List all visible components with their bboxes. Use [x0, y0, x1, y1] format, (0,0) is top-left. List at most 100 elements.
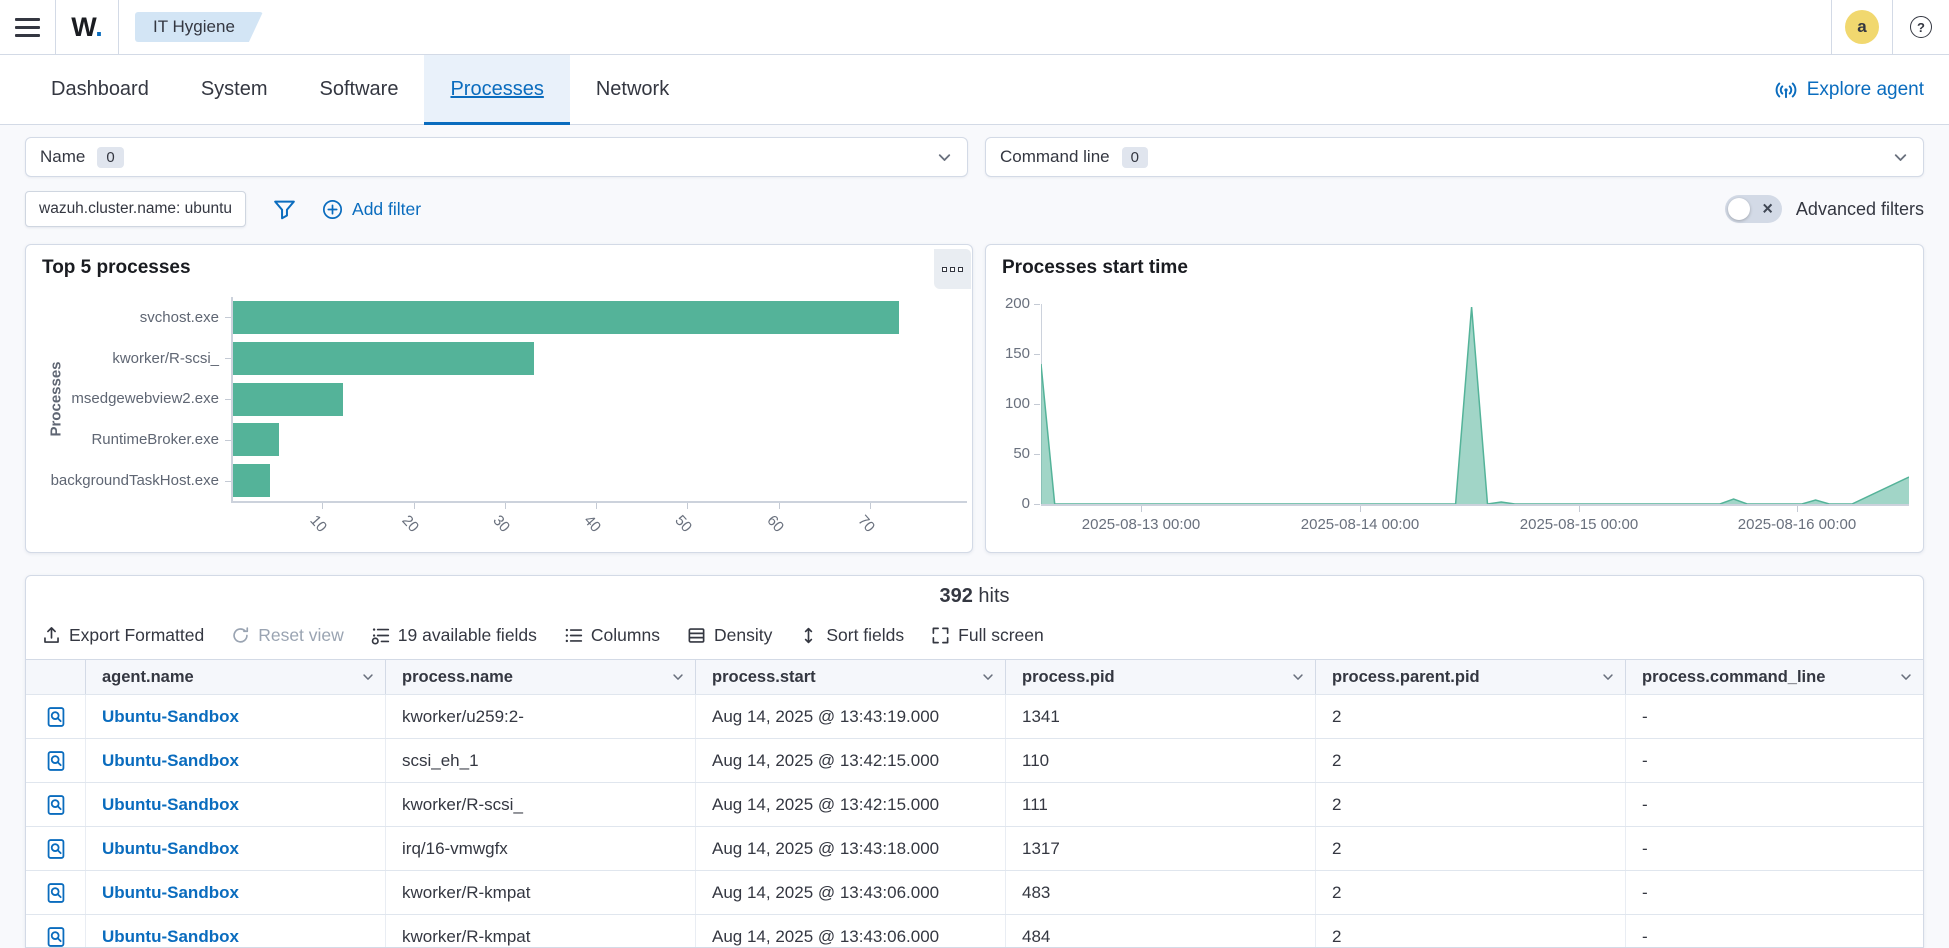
breadcrumb[interactable]: IT Hygiene: [135, 12, 263, 42]
x-tick-label: 10: [306, 512, 331, 536]
column-header-process.command_line[interactable]: process.command_line: [1626, 660, 1923, 694]
cell-agent.name[interactable]: Ubuntu-Sandbox: [86, 871, 386, 914]
results-panel: 392 hits Export Formatted Reset view 19 av…: [25, 575, 1924, 948]
name-filter-label: Name: [40, 147, 86, 166]
bar-backgroundTaskHost.exe[interactable]: [233, 464, 270, 498]
x-tick-label: 2025-08-16 00:00: [1737, 516, 1857, 533]
plus-circle-icon: [322, 199, 343, 220]
x-tick-label: 2025-08-13 00:00: [1081, 516, 1201, 533]
cell-process.parent.pid: 2: [1316, 871, 1626, 914]
add-filter-button[interactable]: Add filter: [322, 199, 421, 220]
tab-system[interactable]: System: [200, 78, 268, 100]
fullscreen-button[interactable]: Full screen: [931, 625, 1044, 646]
sort-button[interactable]: Sort fields: [799, 625, 904, 646]
bar-svchost.exe[interactable]: [233, 300, 900, 334]
cell-agent.name[interactable]: Ubuntu-Sandbox: [86, 783, 386, 826]
avatar[interactable]: a: [1845, 10, 1879, 44]
bar-RuntimeBroker.exe[interactable]: [233, 423, 279, 457]
cell-process.start: Aug 14, 2025 @ 13:42:15.000: [696, 739, 1006, 782]
header-divider: [1831, 0, 1832, 55]
wazuh-logo[interactable]: W.: [56, 12, 118, 43]
tab-bar: Dashboard System Software Processes Network …: [0, 55, 1949, 125]
top-5-processes-panel: Top 5 processes Processes svchost.exe kwo…: [25, 244, 973, 553]
command-line-filter-combobox[interactable]: Command line 0: [985, 137, 1924, 177]
column-header-label: agent.name: [102, 667, 194, 686]
filter-pill[interactable]: wazuh.cluster.name: ubuntu: [25, 191, 247, 227]
fields-button[interactable]: 19 available fields: [371, 625, 537, 646]
column-header-process.parent.pid[interactable]: process.parent.pid: [1316, 660, 1626, 694]
cell-process.command_line: -: [1642, 706, 1648, 726]
bar-category-label: kworker/R-scsi_: [112, 349, 219, 367]
filter-row: wazuh.cluster.name: ubuntu Add filter × …: [25, 190, 1924, 228]
column-header-process.name[interactable]: process.name: [386, 660, 696, 694]
table-row: Ubuntu-Sandbox kworker/R-scsi_ Aug 14, 202…: [26, 783, 1923, 827]
menu-hamburger-icon[interactable]: [0, 0, 55, 54]
inspect-document-icon[interactable]: [45, 926, 67, 948]
name-filter-combobox[interactable]: Name 0: [25, 137, 968, 177]
inspect-document-icon[interactable]: [45, 750, 67, 772]
toggle-knob: [1727, 198, 1750, 220]
toolbar-item-label: Columns: [590, 624, 660, 645]
tab-processes[interactable]: Processes: [424, 55, 571, 125]
toggle-off-x-icon: ×: [1762, 198, 1773, 219]
cell-process.start: Aug 14, 2025 @ 13:43:06.000: [696, 915, 1006, 947]
table-row: Ubuntu-Sandbox irq/16-vmwgfx Aug 14, 2025 …: [26, 827, 1923, 871]
columns-button[interactable]: Columns: [564, 625, 660, 646]
cell-process.start: Aug 14, 2025 @ 13:43:18.000: [696, 827, 1006, 870]
cell-process.command_line: -: [1642, 838, 1648, 858]
inspect-document-icon[interactable]: [45, 706, 67, 728]
tab-dashboard[interactable]: Dashboard: [51, 78, 149, 100]
column-header-agent.name[interactable]: agent.name: [86, 660, 386, 694]
row-inspect-cell: [26, 739, 86, 782]
cell-process.pid: 1341: [1006, 695, 1316, 738]
table-row: Ubuntu-Sandbox kworker/R-kmpat Aug 14, 202…: [26, 915, 1923, 948]
help-icon[interactable]: ?: [1910, 16, 1932, 38]
column-header-process.pid[interactable]: process.pid: [1006, 660, 1316, 694]
inspect-document-icon[interactable]: [45, 882, 67, 904]
refresh-icon: [231, 626, 250, 645]
export-button[interactable]: Export Formatted: [42, 625, 204, 646]
tab-network[interactable]: Network: [595, 78, 670, 100]
refresh-button[interactable]: Reset view: [231, 625, 344, 646]
column-header-inspect: [26, 660, 86, 694]
chevron-down-icon: [1892, 149, 1909, 166]
inspect-document-icon[interactable]: [45, 838, 67, 860]
explore-agent-link[interactable]: Explore agent: [1775, 55, 1924, 125]
column-header-process.start[interactable]: process.start: [696, 660, 1006, 694]
cell-agent.name[interactable]: Ubuntu-Sandbox: [86, 915, 386, 947]
toolbar-item-label: Export Formatted: [69, 624, 205, 645]
logo-letter: W: [71, 11, 96, 42]
filter-funnel-icon[interactable]: [273, 198, 296, 221]
cell-process.parent.pid: 2: [1316, 915, 1626, 947]
header-divider: [55, 0, 56, 55]
cell-agent.name[interactable]: Ubuntu-Sandbox: [86, 827, 386, 870]
cell-agent.name[interactable]: Ubuntu-Sandbox: [86, 695, 386, 738]
columns-icon: [564, 626, 583, 645]
table-body: Ubuntu-Sandbox kworker/u259:2- Aug 14, 202…: [26, 695, 1923, 948]
y-tick-label: 50: [1013, 445, 1030, 462]
x-tick-label: 2025-08-14 00:00: [1300, 516, 1420, 533]
cell-process.name: kworker/R-kmpat: [386, 871, 696, 914]
panel-options-icon[interactable]: [934, 249, 971, 289]
row-inspect-cell: [26, 915, 86, 948]
y-tick-label: 100: [1004, 395, 1030, 412]
table-row: Ubuntu-Sandbox scsi_eh_1 Aug 14, 2025 @ 13…: [26, 739, 1923, 783]
column-header-label: process.command_line: [1642, 667, 1826, 686]
tab-software[interactable]: Software: [319, 78, 399, 100]
bar-category-label: RuntimeBroker.exe: [91, 431, 219, 449]
column-header-label: process.start: [712, 667, 816, 686]
cell-process.pid: 111: [1006, 783, 1316, 826]
explore-agent-label: Explore agent: [1806, 79, 1924, 100]
density-button[interactable]: Density: [687, 625, 772, 646]
cell-agent.name[interactable]: Ubuntu-Sandbox: [86, 739, 386, 782]
chart-title: Processes start time: [1002, 257, 1188, 278]
advanced-filters-toggle[interactable]: ×: [1724, 195, 1782, 223]
inspect-document-icon[interactable]: [45, 794, 67, 816]
cell-process.pid: 110: [1006, 739, 1316, 782]
bar-kworker/R-scsi_[interactable]: [233, 341, 535, 375]
column-header-label: process.parent.pid: [1332, 667, 1480, 686]
chevron-down-icon: [936, 149, 953, 166]
bar-msedgewebview2.exe[interactable]: [233, 382, 343, 416]
top-header: W. IT Hygiene a ?: [0, 0, 1949, 55]
